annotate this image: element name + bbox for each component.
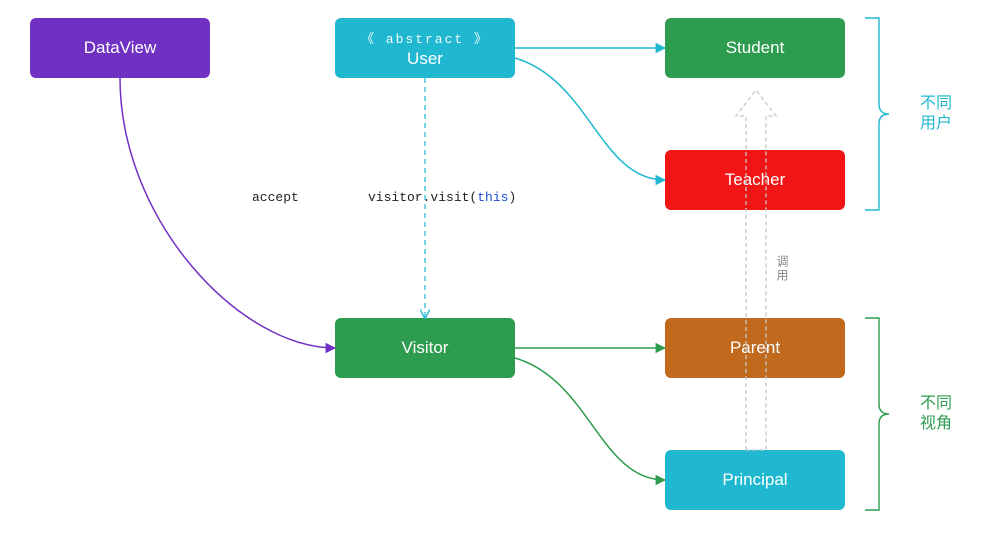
- group-label-users: 不同 用户: [920, 94, 952, 134]
- node-dataview: DataView: [30, 18, 210, 78]
- node-label: Student: [726, 38, 785, 58]
- bracket-users: [865, 18, 889, 210]
- edge-visitor-principal: [515, 358, 665, 480]
- diagram-edges: [0, 0, 999, 551]
- edge-user-teacher: [515, 58, 665, 180]
- edge-label-visit-keyword: this: [477, 190, 508, 205]
- node-teacher: Teacher: [665, 150, 845, 210]
- node-stereotype: 《 abstract 》: [361, 28, 489, 47]
- node-parent: Parent: [665, 318, 845, 378]
- node-principal: Principal: [665, 450, 845, 510]
- node-visitor: Visitor: [335, 318, 515, 378]
- big-arrow-label: 调用: [774, 255, 791, 283]
- edge-label-accept: accept: [252, 190, 299, 205]
- node-label: DataView: [84, 38, 156, 58]
- node-label: User: [407, 49, 443, 69]
- node-label: Principal: [722, 470, 787, 490]
- edge-label-visit-prefix: visitor.visit(: [368, 190, 477, 205]
- edge-label-visit: visitor.visit(this): [368, 190, 516, 205]
- edge-dataview-visitor: [120, 78, 335, 348]
- group-label-views: 不同 视角: [920, 394, 952, 434]
- bracket-views: [865, 318, 889, 510]
- node-student: Student: [665, 18, 845, 78]
- node-user: 《 abstract 》 User: [335, 18, 515, 78]
- edge-big-call-arrow: [736, 90, 776, 450]
- node-label: Parent: [730, 338, 780, 358]
- node-label: Teacher: [725, 170, 785, 190]
- node-label: Visitor: [402, 338, 449, 358]
- edge-label-visit-suffix: ): [508, 190, 516, 205]
